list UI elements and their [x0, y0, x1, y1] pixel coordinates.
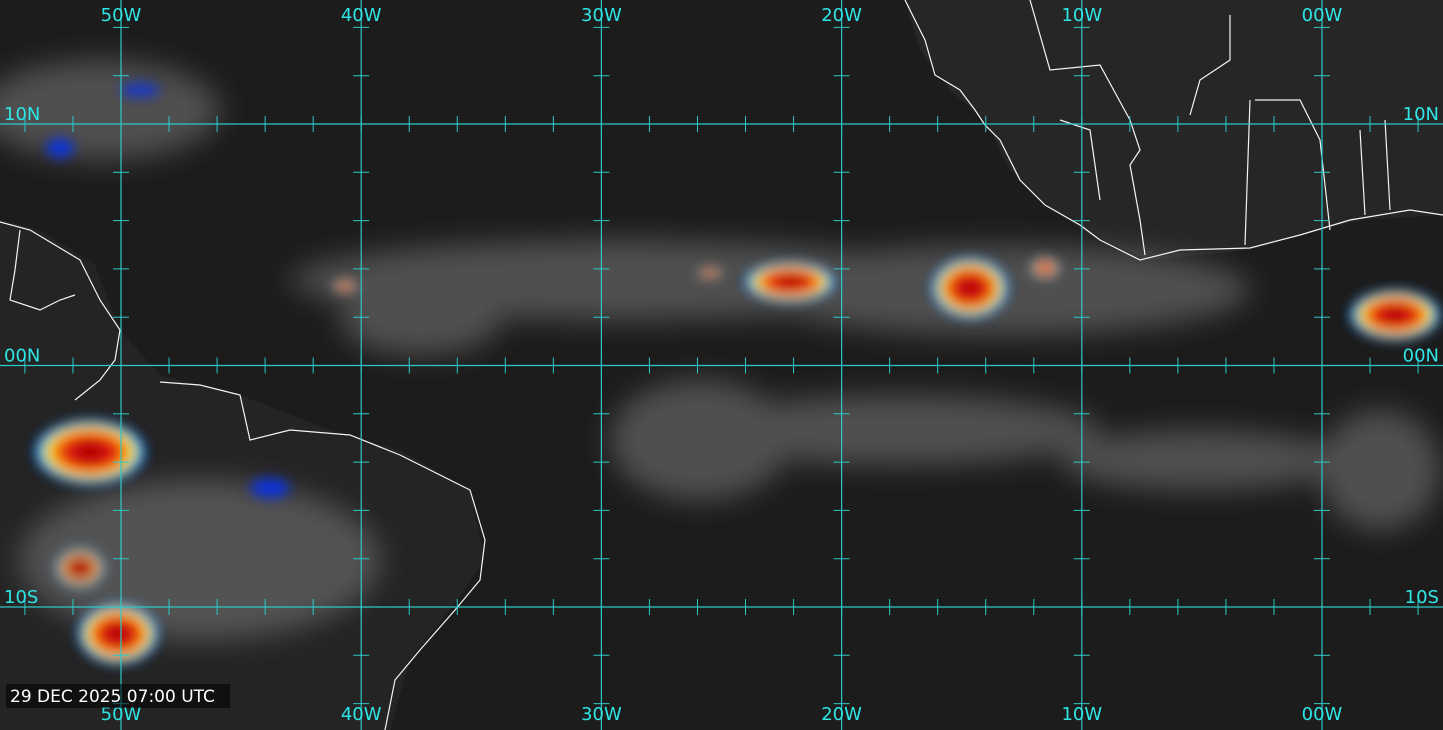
longitude-label-top: 00W: [1302, 5, 1343, 26]
longitude-label-bottom: 10W: [1061, 704, 1102, 725]
longitude-label-bottom: 50W: [101, 704, 142, 725]
clouds: [0, 60, 1440, 640]
graticule-labels: 50W 50W 40W 40W 30W 30W 20W 20W 10W 10W 00W 00W 10N 1…: [4, 5, 1439, 725]
latitude-label-left: 10N: [4, 104, 40, 125]
latitude-label-right: 00N: [1403, 346, 1439, 367]
longitude-label-top: 40W: [341, 5, 382, 26]
longitude-label-top: 50W: [101, 5, 142, 26]
longitude-label-bottom: 00W: [1302, 704, 1343, 725]
latitude-label-left: 00N: [4, 346, 40, 367]
timestamp-box: [6, 684, 230, 708]
convection: [35, 83, 1440, 664]
timestamp: 29 DEC 2025 07:00 UTC: [10, 687, 215, 707]
latitude-label-right: 10N: [1403, 104, 1439, 125]
longitude-label-bottom: 20W: [821, 704, 862, 725]
longitude-label-top: 30W: [581, 5, 622, 26]
longitude-label-bottom: 30W: [581, 704, 622, 725]
latitude-label-right: 10S: [1405, 587, 1439, 608]
longitude-label-bottom: 40W: [341, 704, 382, 725]
longitude-label-top: 20W: [821, 5, 862, 26]
latitude-label-left: 10S: [4, 587, 38, 608]
longitude-label-top: 10W: [1061, 5, 1102, 26]
